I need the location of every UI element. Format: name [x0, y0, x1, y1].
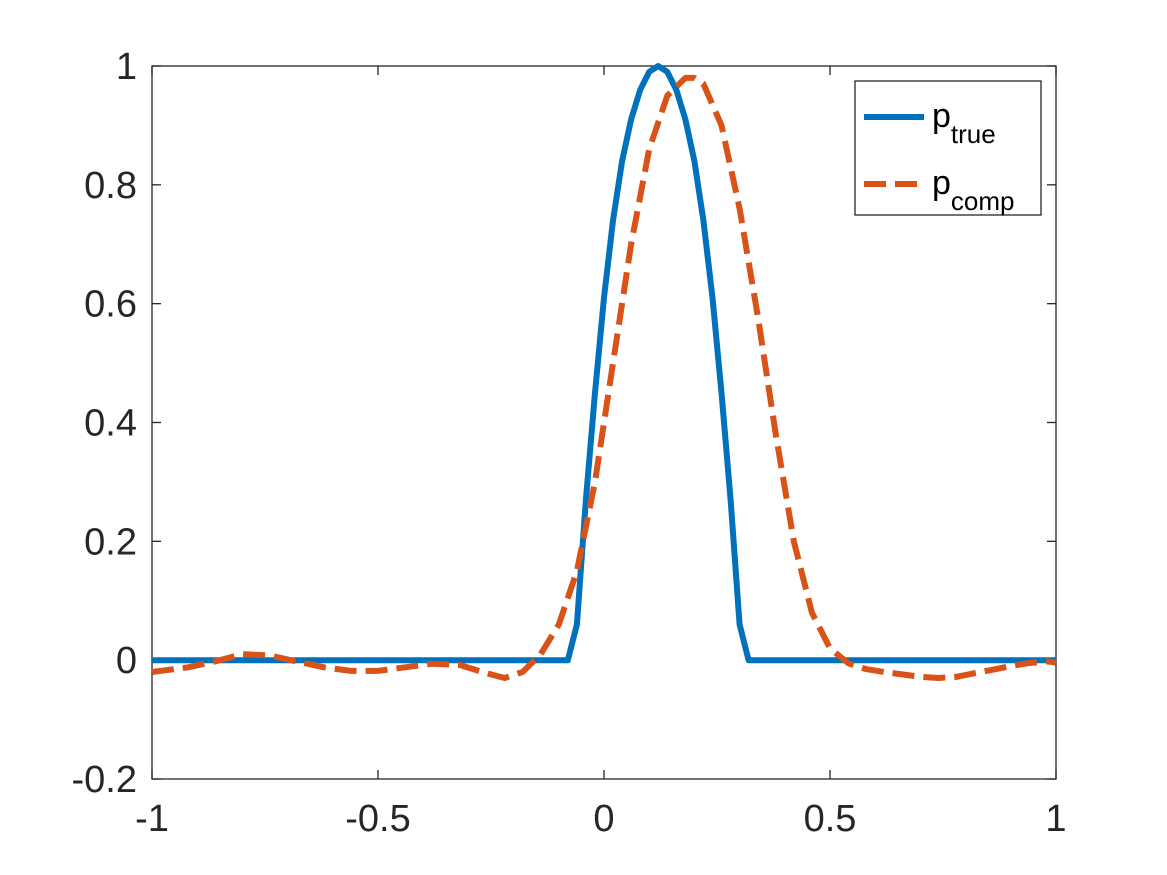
legend-label-subscript: comp	[951, 186, 1015, 216]
x-tick-label: 0.5	[804, 798, 857, 840]
x-tick-label: 1	[1045, 798, 1066, 840]
y-axis: -0.2 0 0.2 0.4 0.6 0.8 1	[72, 46, 1056, 801]
legend-label-base: p	[932, 97, 951, 135]
legend-label: pcomp	[932, 164, 1015, 216]
y-tick-label: 0.8	[84, 165, 137, 207]
y-tick-label: 0.2	[84, 521, 137, 563]
y-tick-label: 0	[116, 640, 137, 682]
x-axis: -1 -0.5 0 0.5 1	[135, 66, 1067, 840]
legend-label-subscript: true	[951, 119, 996, 149]
legend-label-base: p	[932, 164, 951, 202]
legend-box	[854, 80, 1042, 216]
y-tick-label: 0.4	[84, 403, 137, 445]
x-tick-label: -1	[135, 798, 169, 840]
y-tick-label: -0.2	[72, 759, 137, 801]
x-tick-label: 0	[593, 798, 614, 840]
x-tick-label: -0.5	[345, 798, 410, 840]
y-tick-label: 1	[116, 46, 137, 88]
series-line-p-comp	[151, 74, 1057, 681]
legend-label: ptrue	[932, 97, 996, 149]
series-line-p-true	[152, 63, 1056, 664]
series-layer	[151, 63, 1057, 681]
y-tick-label: 0.6	[84, 284, 137, 326]
